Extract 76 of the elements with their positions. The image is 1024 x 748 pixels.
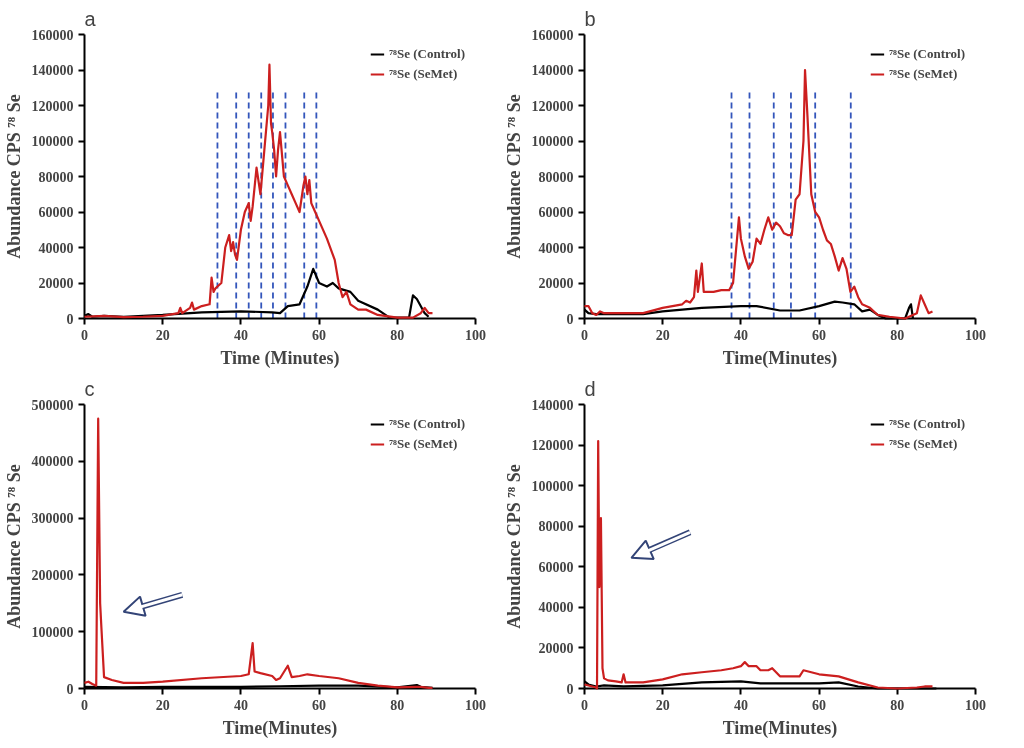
y-tick-label: 140000 <box>531 63 574 78</box>
y-tick-label: 140000 <box>31 63 74 78</box>
x-tick-label: 100 <box>965 327 986 343</box>
legend-label: ⁷⁸Se (Control) <box>389 416 465 432</box>
y-axis-title: Abundance CPS ⁷⁸ Se <box>503 94 524 259</box>
x-axis-title: Time(Minutes) <box>722 717 838 739</box>
y-tick-label: 40000 <box>38 240 74 256</box>
x-tick-label: 40 <box>233 327 248 343</box>
y-axis-title: Abundance CPS ⁷⁸ Se <box>3 464 24 629</box>
x-tick-label: 40 <box>233 697 248 713</box>
y-axis-title: Abundance CPS ⁷⁸ Se <box>503 464 524 629</box>
x-tick-label: 60 <box>312 327 327 343</box>
y-tick-label: 120000 <box>531 438 574 454</box>
x-tick-label: 60 <box>312 697 327 713</box>
x-tick-label: 0 <box>81 697 88 713</box>
y-tick-label: 160000 <box>531 27 574 43</box>
chart-title: b <box>584 7 596 30</box>
x-tick-label: 100 <box>465 697 486 713</box>
y-axis-title: Abundance CPS ⁷⁸ Se <box>3 94 24 259</box>
y-tick-label: 0 <box>66 681 74 697</box>
y-tick-label: 80000 <box>38 169 74 185</box>
y-tick-label: 20000 <box>38 276 74 291</box>
x-tick-label: 100 <box>965 697 986 713</box>
legend-label: ⁷⁸Se (Control) <box>889 416 965 432</box>
x-tick-label: 80 <box>390 327 405 343</box>
y-tick-label: 20000 <box>538 276 574 291</box>
y-tick-label: 20000 <box>538 640 574 656</box>
x-tick-label: 60 <box>812 697 827 713</box>
legend-label: ⁷⁸Se (Control) <box>389 46 465 62</box>
x-tick-label: 40 <box>733 697 748 713</box>
y-tick-label: 400000 <box>31 454 74 470</box>
x-tick-label: 40 <box>733 327 748 343</box>
y-tick-label: 80000 <box>538 169 574 185</box>
x-axis-title: Time(Minutes) <box>722 347 838 369</box>
x-tick-label: 0 <box>581 697 588 713</box>
y-tick-label: 120000 <box>31 98 74 114</box>
x-axis-title: Time (Minutes) <box>220 347 340 369</box>
legend-label: ⁷⁸Se (SeMet) <box>889 436 958 452</box>
y-tick-label: 0 <box>566 311 574 327</box>
x-tick-label: 20 <box>155 327 170 343</box>
x-tick-label: 20 <box>155 697 170 713</box>
y-tick-label: 60000 <box>538 205 574 220</box>
x-axis-title: Time(Minutes) <box>222 717 338 739</box>
y-tick-label: 140000 <box>531 397 574 413</box>
y-tick-label: 100000 <box>31 134 74 149</box>
x-tick-label: 20 <box>655 697 670 713</box>
y-tick-label: 100000 <box>531 134 574 149</box>
y-tick-label: 100000 <box>531 478 574 494</box>
y-tick-label: 40000 <box>538 600 574 616</box>
chart-title: d <box>584 377 596 400</box>
legend-label: ⁷⁸Se (Control) <box>889 46 965 62</box>
y-tick-label: 40000 <box>538 240 574 256</box>
legend-label: ⁷⁸Se (SeMet) <box>889 66 958 82</box>
y-tick-label: 60000 <box>538 559 574 575</box>
x-tick-label: 100 <box>465 327 486 343</box>
x-tick-label: 60 <box>812 327 827 343</box>
y-tick-label: 120000 <box>531 98 574 114</box>
legend-label: ⁷⁸Se (SeMet) <box>389 66 458 82</box>
x-tick-label: 80 <box>890 697 905 713</box>
y-tick-label: 0 <box>566 681 574 697</box>
x-tick-label: 80 <box>890 327 905 343</box>
chart-title: a <box>84 7 97 30</box>
y-tick-label: 200000 <box>31 567 74 583</box>
x-tick-label: 0 <box>81 327 88 343</box>
y-tick-label: 60000 <box>38 205 74 220</box>
x-tick-label: 80 <box>390 697 405 713</box>
legend-label: ⁷⁸Se (SeMet) <box>389 436 458 452</box>
y-tick-label: 0 <box>66 311 74 327</box>
x-tick-label: 0 <box>581 327 588 343</box>
y-tick-label: 500000 <box>31 397 74 413</box>
y-tick-label: 160000 <box>31 27 74 43</box>
y-tick-label: 100000 <box>31 624 74 640</box>
y-tick-label: 80000 <box>538 519 574 535</box>
chart-title: c <box>84 377 95 400</box>
x-tick-label: 20 <box>655 327 670 343</box>
y-tick-label: 300000 <box>31 511 74 527</box>
